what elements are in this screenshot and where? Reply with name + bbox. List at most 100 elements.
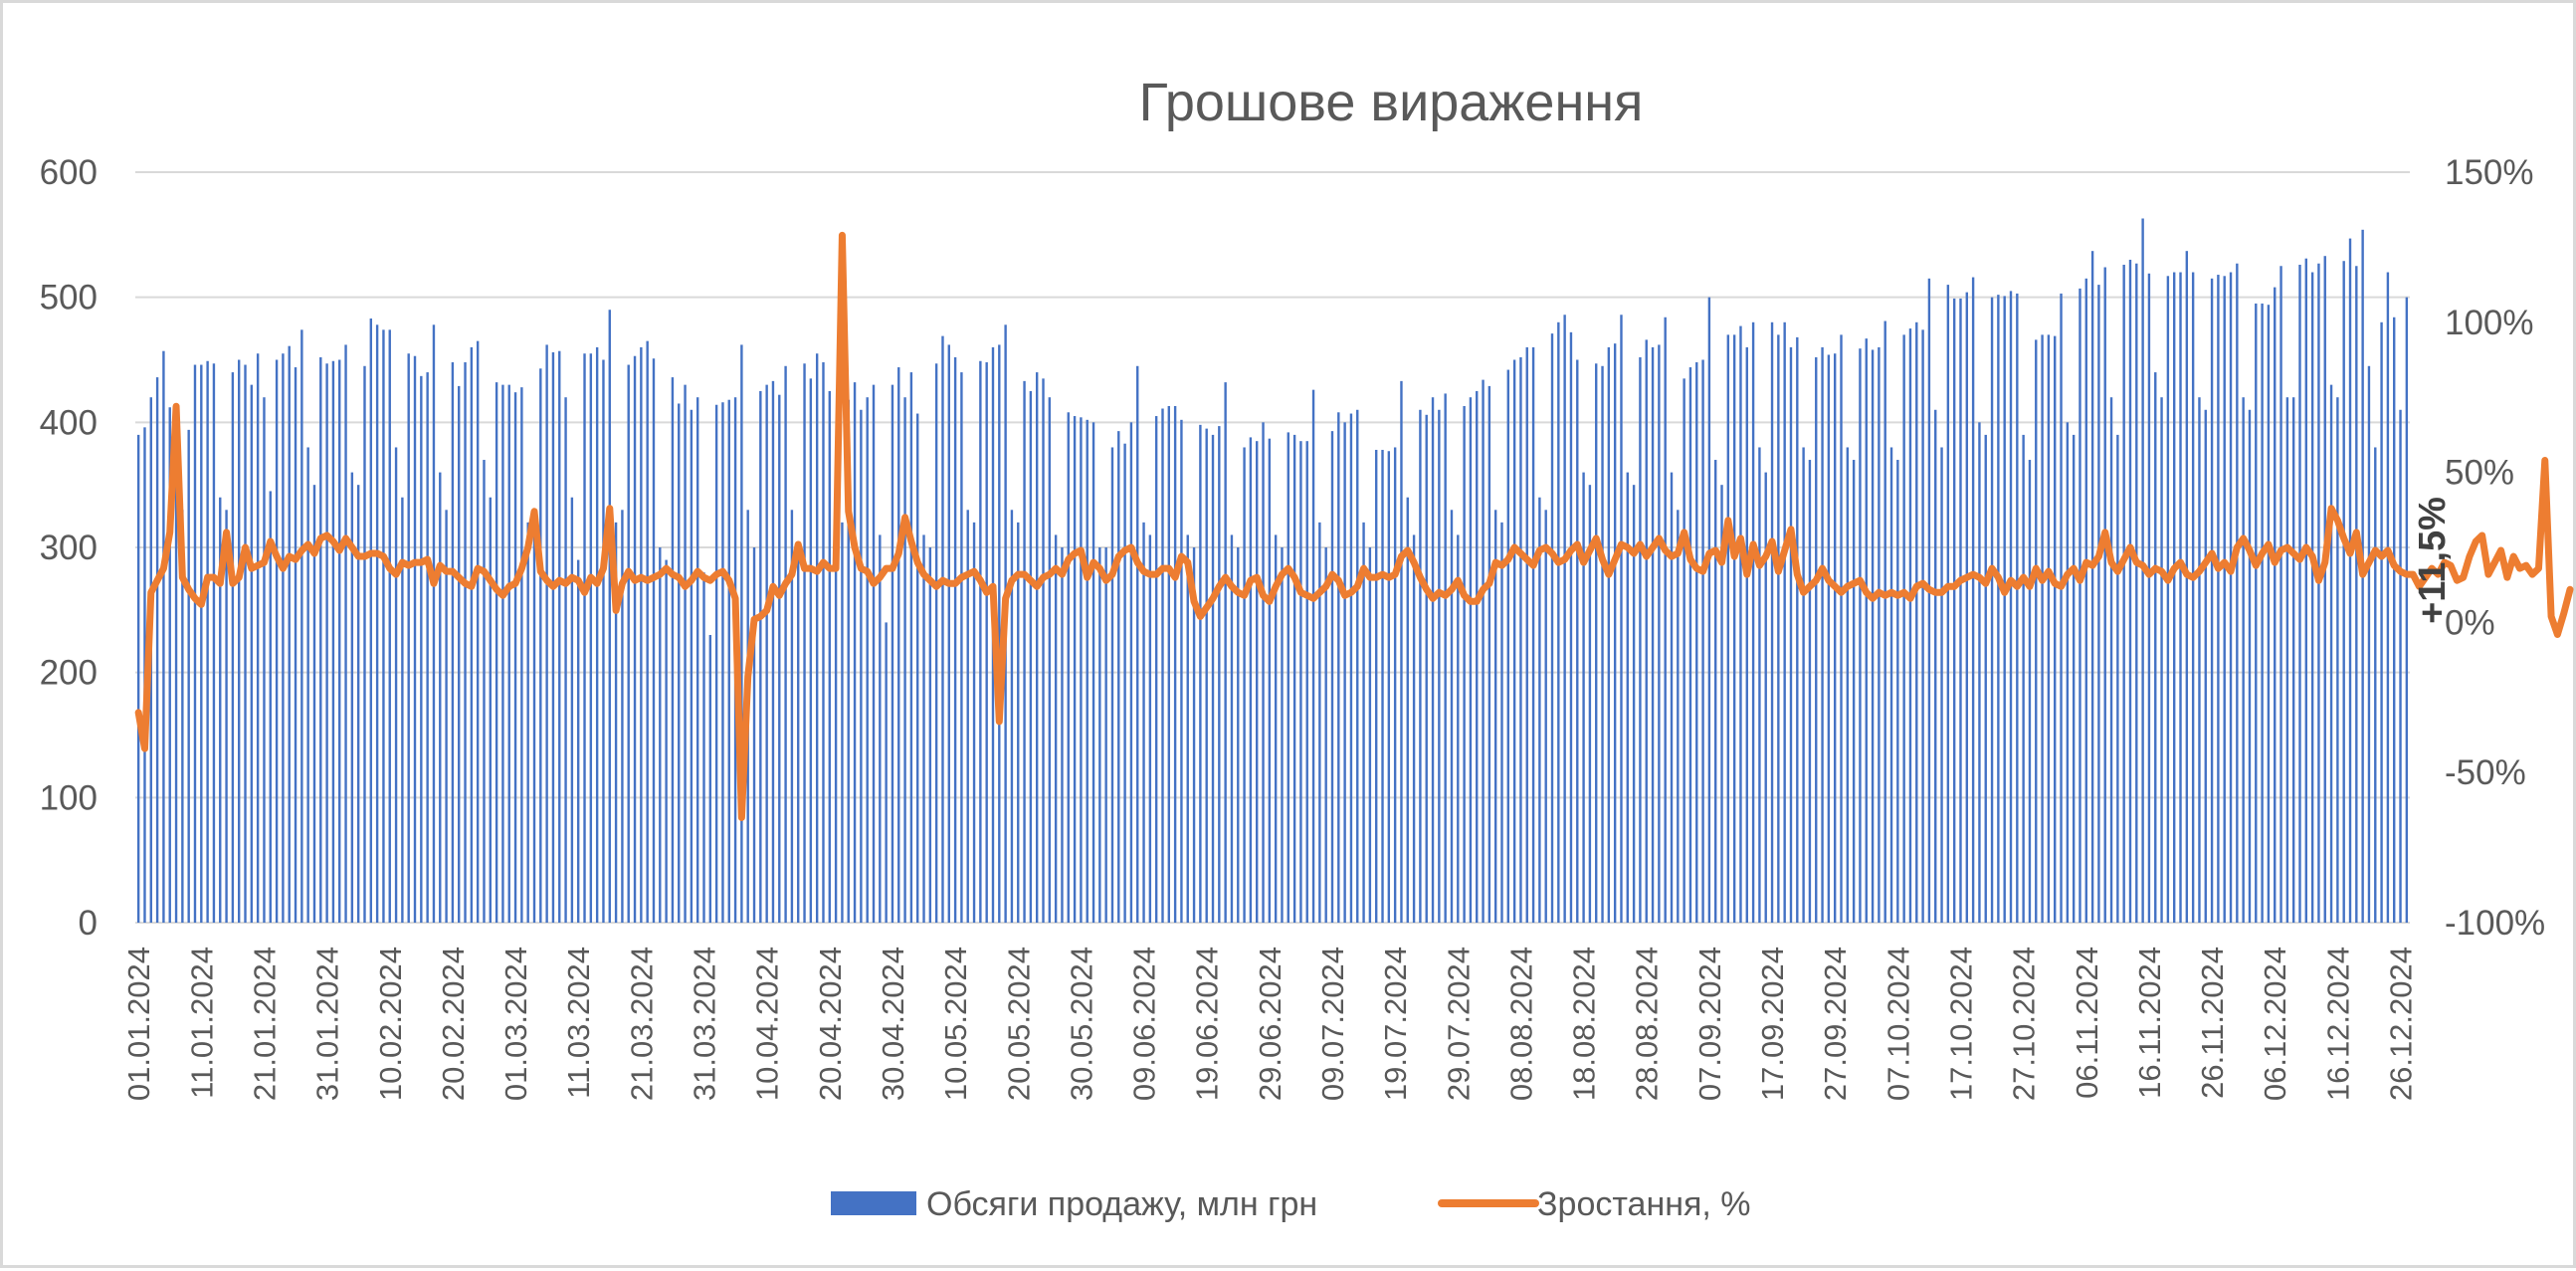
bar (388, 329, 391, 924)
bar (2236, 263, 2239, 923)
bar (1148, 534, 1152, 923)
bar (1243, 447, 1246, 923)
bar (646, 340, 649, 923)
bar (250, 384, 254, 923)
bar (168, 407, 171, 923)
bar (1268, 438, 1272, 923)
bar (1632, 485, 1636, 923)
bar (1393, 447, 1397, 923)
bar (1531, 346, 1535, 923)
bar (136, 434, 140, 923)
bar (1601, 365, 1604, 923)
x-tick-label: 07.10.2024 (1881, 947, 1915, 1101)
bar (678, 403, 681, 924)
bar (2128, 259, 2132, 924)
bar (1349, 413, 1353, 923)
bar (1519, 356, 1522, 923)
bar (771, 380, 775, 923)
bar (570, 497, 574, 923)
bar (1525, 346, 1528, 923)
bar (1984, 434, 1987, 923)
bar (1318, 522, 1321, 923)
bar (1154, 416, 1158, 923)
bar (2291, 397, 2295, 923)
bar (1732, 334, 1736, 923)
bar (916, 413, 919, 923)
bar (401, 497, 404, 923)
annotation-label: +11,5% (2412, 497, 2454, 624)
bar (1274, 534, 1278, 923)
bar (551, 351, 555, 924)
bar (985, 362, 988, 923)
bar (1978, 422, 1981, 923)
bar (507, 384, 510, 923)
bar (1142, 522, 1145, 923)
bar (1934, 409, 1937, 923)
annotation-layer: +11,5% (2412, 497, 2454, 624)
bar (1381, 449, 1384, 923)
bar (1852, 460, 1856, 923)
bar (909, 372, 913, 923)
legend-line-label: Зростання, % (1537, 1185, 1751, 1223)
bar (1237, 547, 1240, 923)
x-tick-label: 26.12.2024 (2384, 947, 2419, 1101)
y-axis-right: -100% -50% 0% 50% 100% 150% (2445, 153, 2545, 943)
bar (752, 547, 756, 923)
bar (2054, 335, 2057, 923)
bar (513, 392, 517, 923)
bar (633, 355, 637, 924)
bar (1054, 534, 1058, 923)
x-tick-label: 28.08.2024 (1630, 947, 1665, 1101)
bar (1444, 393, 1447, 923)
bar (1104, 547, 1107, 923)
x-tick-label: 09.06.2024 (1127, 947, 1162, 1101)
bar (2204, 409, 2207, 923)
bar (614, 522, 618, 923)
bar (1337, 412, 1340, 923)
bar (558, 350, 561, 923)
bar (1764, 472, 1767, 923)
x-tick-label: 21.03.2024 (624, 947, 659, 1101)
bar (2386, 272, 2390, 923)
bar (1865, 338, 1868, 923)
y-tick-label: 300 (40, 529, 98, 567)
bar (206, 360, 209, 923)
bar (1098, 547, 1101, 923)
bar (458, 385, 461, 923)
bar (803, 363, 806, 923)
bar (589, 353, 593, 924)
bar (1664, 317, 1667, 923)
bar (231, 372, 235, 923)
x-tick-label: 19.07.2024 (1378, 947, 1413, 1101)
bar (1833, 353, 1837, 924)
x-tick-label: 08.08.2024 (1503, 947, 1538, 1101)
legend-bar-swatch (831, 1191, 916, 1215)
bar (1129, 422, 1133, 923)
bar (953, 356, 957, 923)
x-tick-label: 29.07.2024 (1441, 947, 1476, 1101)
y2-tick-label: -100% (2445, 904, 2545, 943)
bar (2355, 266, 2358, 923)
legend-bar-label: Обсяги продажу, млн грн (926, 1185, 1317, 1223)
bar (1883, 320, 1886, 923)
bar (312, 485, 316, 923)
bar (1136, 365, 1139, 923)
bar (1211, 434, 1215, 923)
x-tick-label: 16.11.2024 (2132, 947, 2167, 1099)
bar (2380, 321, 2383, 923)
bar (375, 324, 379, 923)
bar (225, 510, 228, 923)
bar (841, 522, 844, 923)
x-tick-label: 16.12.2024 (2320, 947, 2355, 1101)
x-tick-label: 10.02.2024 (373, 947, 408, 1101)
bar (759, 390, 762, 923)
bar (979, 360, 982, 923)
bar (1783, 321, 1786, 923)
bar (947, 344, 950, 923)
x-tick-label: 27.09.2024 (1818, 947, 1853, 1101)
bar (1921, 329, 1924, 924)
bar (1412, 534, 1416, 923)
bar (809, 378, 813, 924)
bar (853, 382, 857, 923)
bar (1846, 447, 1850, 923)
